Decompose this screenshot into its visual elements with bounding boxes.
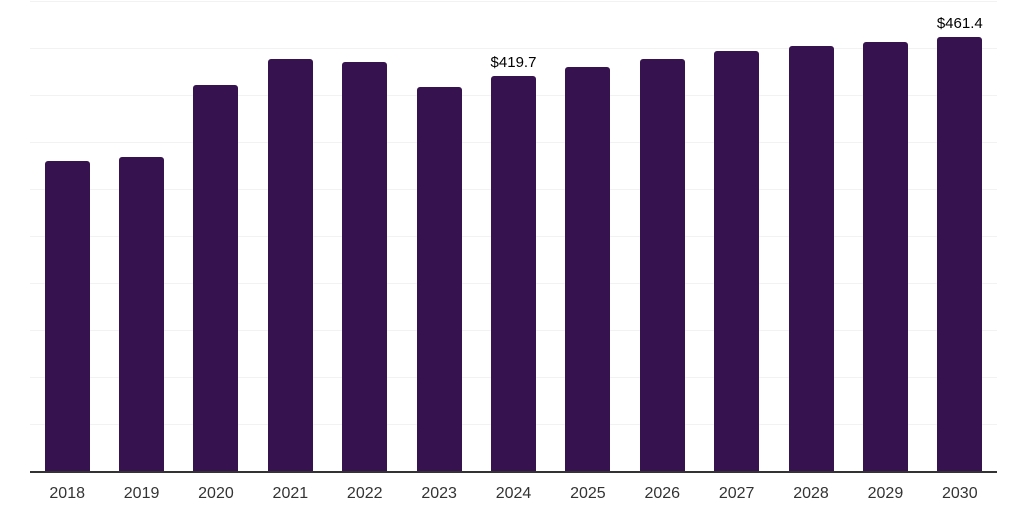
bar-2021 bbox=[267, 58, 313, 471]
x-tick-label-2022: 2022 bbox=[346, 485, 383, 502]
plot-area bbox=[30, 0, 997, 512]
gridline-500 bbox=[30, 1, 997, 2]
bar-2028 bbox=[788, 45, 834, 471]
bar-2024 bbox=[491, 76, 536, 471]
bar-2019 bbox=[119, 157, 165, 471]
x-tick-label-2024: 2024 bbox=[495, 485, 532, 502]
bar-2023 bbox=[416, 87, 462, 471]
x-tick-label-2019: 2019 bbox=[123, 485, 160, 502]
x-tick-label-2027: 2027 bbox=[718, 485, 755, 502]
x-tick-label-2030: 2030 bbox=[942, 485, 978, 502]
x-tick-label-2028: 2028 bbox=[793, 485, 829, 502]
bar-2018 bbox=[44, 161, 90, 471]
x-axis-line bbox=[30, 471, 997, 473]
gridline-450 bbox=[30, 48, 997, 49]
x-tick-label-2021: 2021 bbox=[272, 485, 309, 502]
data-label-2024: $419.7 bbox=[490, 54, 537, 72]
x-tick-label-2026: 2026 bbox=[644, 485, 681, 502]
bar-2025 bbox=[565, 66, 611, 471]
x-tick-label-2023: 2023 bbox=[421, 485, 457, 502]
x-tick-label-2018: 2018 bbox=[49, 485, 85, 502]
x-tick-label-2029: 2029 bbox=[867, 485, 904, 502]
bar-2027 bbox=[714, 51, 760, 471]
bar-2030 bbox=[937, 37, 983, 471]
bar-2029 bbox=[862, 41, 908, 471]
data-label-2030: $461.4 bbox=[936, 15, 983, 33]
bar-2020 bbox=[193, 85, 239, 471]
bar-2022 bbox=[342, 62, 388, 471]
x-tick-label-2025: 2025 bbox=[570, 485, 606, 502]
x-tick-label-2020: 2020 bbox=[198, 485, 234, 502]
bar-2026 bbox=[639, 58, 685, 471]
